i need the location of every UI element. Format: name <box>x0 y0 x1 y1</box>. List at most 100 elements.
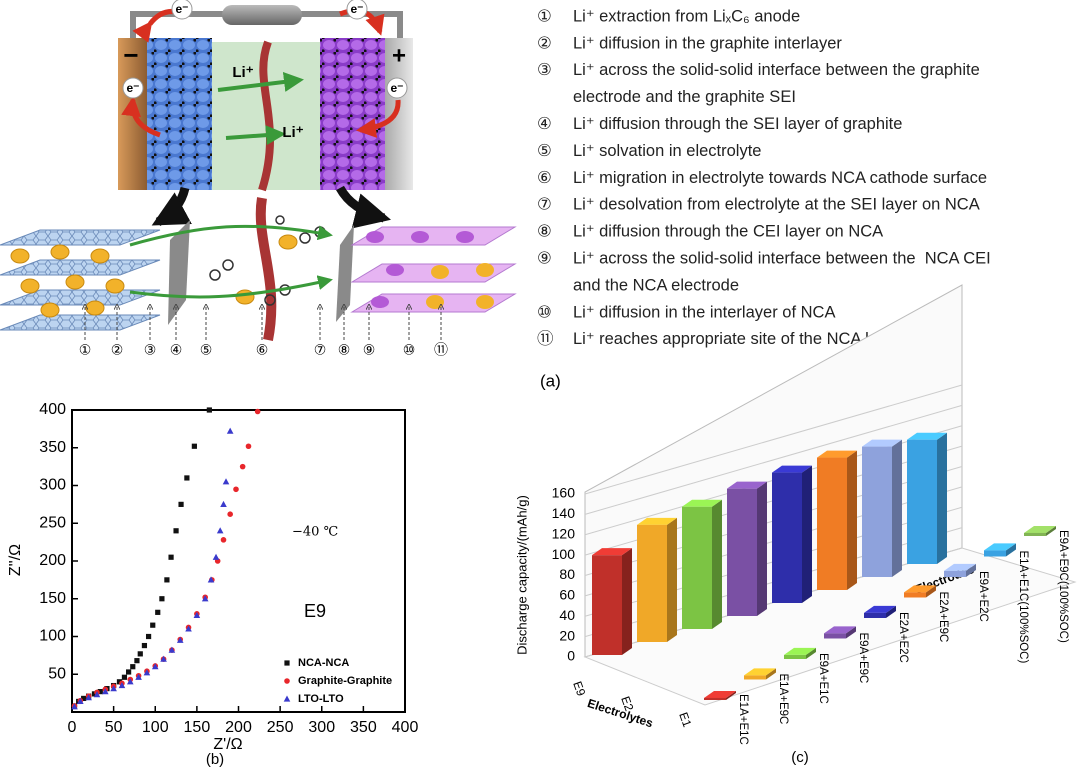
bar-front <box>904 592 926 598</box>
legend-label: Graphite-Graphite <box>298 675 392 687</box>
bar-top <box>862 439 902 447</box>
bar-side <box>806 647 816 659</box>
diagram-marker: ⑤ <box>200 342 213 358</box>
step-text: Li⁺ desolvation from electrolyte at the … <box>573 196 980 214</box>
step-marker: ⑩ <box>537 303 552 321</box>
data-point <box>193 611 201 618</box>
data-point <box>118 682 126 689</box>
bar-front <box>727 488 757 616</box>
diagram-marker: ⑩ <box>403 342 416 358</box>
x-tick-label: E9A+E9C <box>857 633 869 684</box>
data-point <box>81 695 87 702</box>
step-text: Li⁺ across the solid-solid interface bet… <box>573 249 991 267</box>
data-point <box>135 673 142 680</box>
y-tick-label: 20 <box>559 627 575 643</box>
bar-side <box>937 432 947 564</box>
panel-caption: (a) <box>540 371 561 390</box>
lattice-diagram <box>0 197 517 341</box>
bar-front <box>864 612 886 618</box>
x-tick-label: 300 <box>308 719 335 736</box>
graphite-layer <box>0 314 161 331</box>
data-point <box>207 576 215 583</box>
step-text: Li⁺ extraction from LiₓC₆ anode <box>573 7 800 25</box>
bar-top <box>704 690 736 698</box>
grid-line <box>584 384 963 495</box>
bar-front <box>744 675 766 680</box>
electron-label: e⁻ <box>390 81 403 95</box>
diagram-marker: ⑥ <box>256 342 269 358</box>
data-point <box>220 500 227 507</box>
grid-line <box>584 404 963 515</box>
y-tick-label: 300 <box>39 477 66 494</box>
separator <box>258 40 274 192</box>
data-point <box>185 625 192 632</box>
bar-side <box>886 605 896 618</box>
step-text: Li⁺ diffusion through the CEI layer on N… <box>573 223 883 241</box>
bar-top <box>907 432 947 440</box>
diagram-marker: ⑦ <box>314 342 327 358</box>
bar-front <box>1024 532 1046 536</box>
electron-badge <box>122 77 144 99</box>
x-tick-label: E9A+E2C <box>977 571 989 622</box>
data-point <box>254 408 261 415</box>
bar-top <box>637 517 677 525</box>
x-tick-label: E1A+E9C <box>777 674 789 725</box>
data-point <box>220 537 227 543</box>
data-point <box>191 443 197 449</box>
ion-path <box>129 224 333 247</box>
step-marker: ⑪ <box>537 329 554 348</box>
data-point <box>102 688 109 695</box>
bar <box>862 439 902 577</box>
x-tick-label: 50 <box>105 719 123 736</box>
bar <box>772 465 812 603</box>
bar-side <box>667 517 677 642</box>
y-axis-label: Z''/Ω <box>7 544 24 576</box>
data-point <box>245 443 252 450</box>
data-point <box>160 655 167 662</box>
bar <box>904 585 936 598</box>
data-point <box>126 669 132 675</box>
data-point <box>176 636 184 643</box>
y-tick-label: 100 <box>552 546 576 562</box>
data-point <box>134 658 140 664</box>
cei-film <box>336 225 354 322</box>
bar-front <box>907 439 937 564</box>
x-tick-label: 100 <box>142 719 169 736</box>
data-point <box>239 463 246 470</box>
step-text: Li⁺ solvation in electrolyte <box>573 142 761 160</box>
bar-top <box>824 626 856 634</box>
y-tick-label: 100 <box>39 628 66 645</box>
y-tick-label: 60 <box>559 587 575 603</box>
separator <box>255 197 277 341</box>
y-tick-label: 150 <box>39 590 66 607</box>
bar-front <box>682 506 712 629</box>
data-point <box>71 703 78 710</box>
electron-label: e⁻ <box>175 2 188 16</box>
electron-badge <box>171 0 193 20</box>
x-tick-label: E2A+E9C <box>937 592 949 643</box>
step-list: ① Li⁺ extraction from LiₓC₆ anode ② Li⁺ dif… <box>537 7 991 348</box>
bar <box>944 563 976 577</box>
diagram-marker: ⑨ <box>363 342 376 358</box>
bar-top <box>772 465 812 473</box>
electron-badge <box>386 77 408 99</box>
data-point <box>159 596 165 602</box>
y-axis-label: Discharge capacity/(mAh/g) <box>514 495 529 655</box>
depth-tick-label: E9 <box>570 679 588 698</box>
bar-side <box>802 465 812 603</box>
step-text: Li⁺ diffusion in the interlayer of NCA <box>573 303 835 321</box>
data-point <box>212 553 220 560</box>
data-point <box>145 633 152 640</box>
data-point <box>216 527 224 534</box>
plot-frame <box>71 409 406 713</box>
bar-top <box>864 605 896 613</box>
legend-symbol <box>284 678 290 684</box>
data-point <box>130 664 136 670</box>
minus-sign: − <box>123 40 138 70</box>
x-tick-label: 350 <box>350 719 377 736</box>
bar-top <box>744 668 776 676</box>
panel-caption: (c) <box>791 749 809 766</box>
y-tick-label: 250 <box>39 514 66 531</box>
ion-arrow <box>225 125 286 146</box>
